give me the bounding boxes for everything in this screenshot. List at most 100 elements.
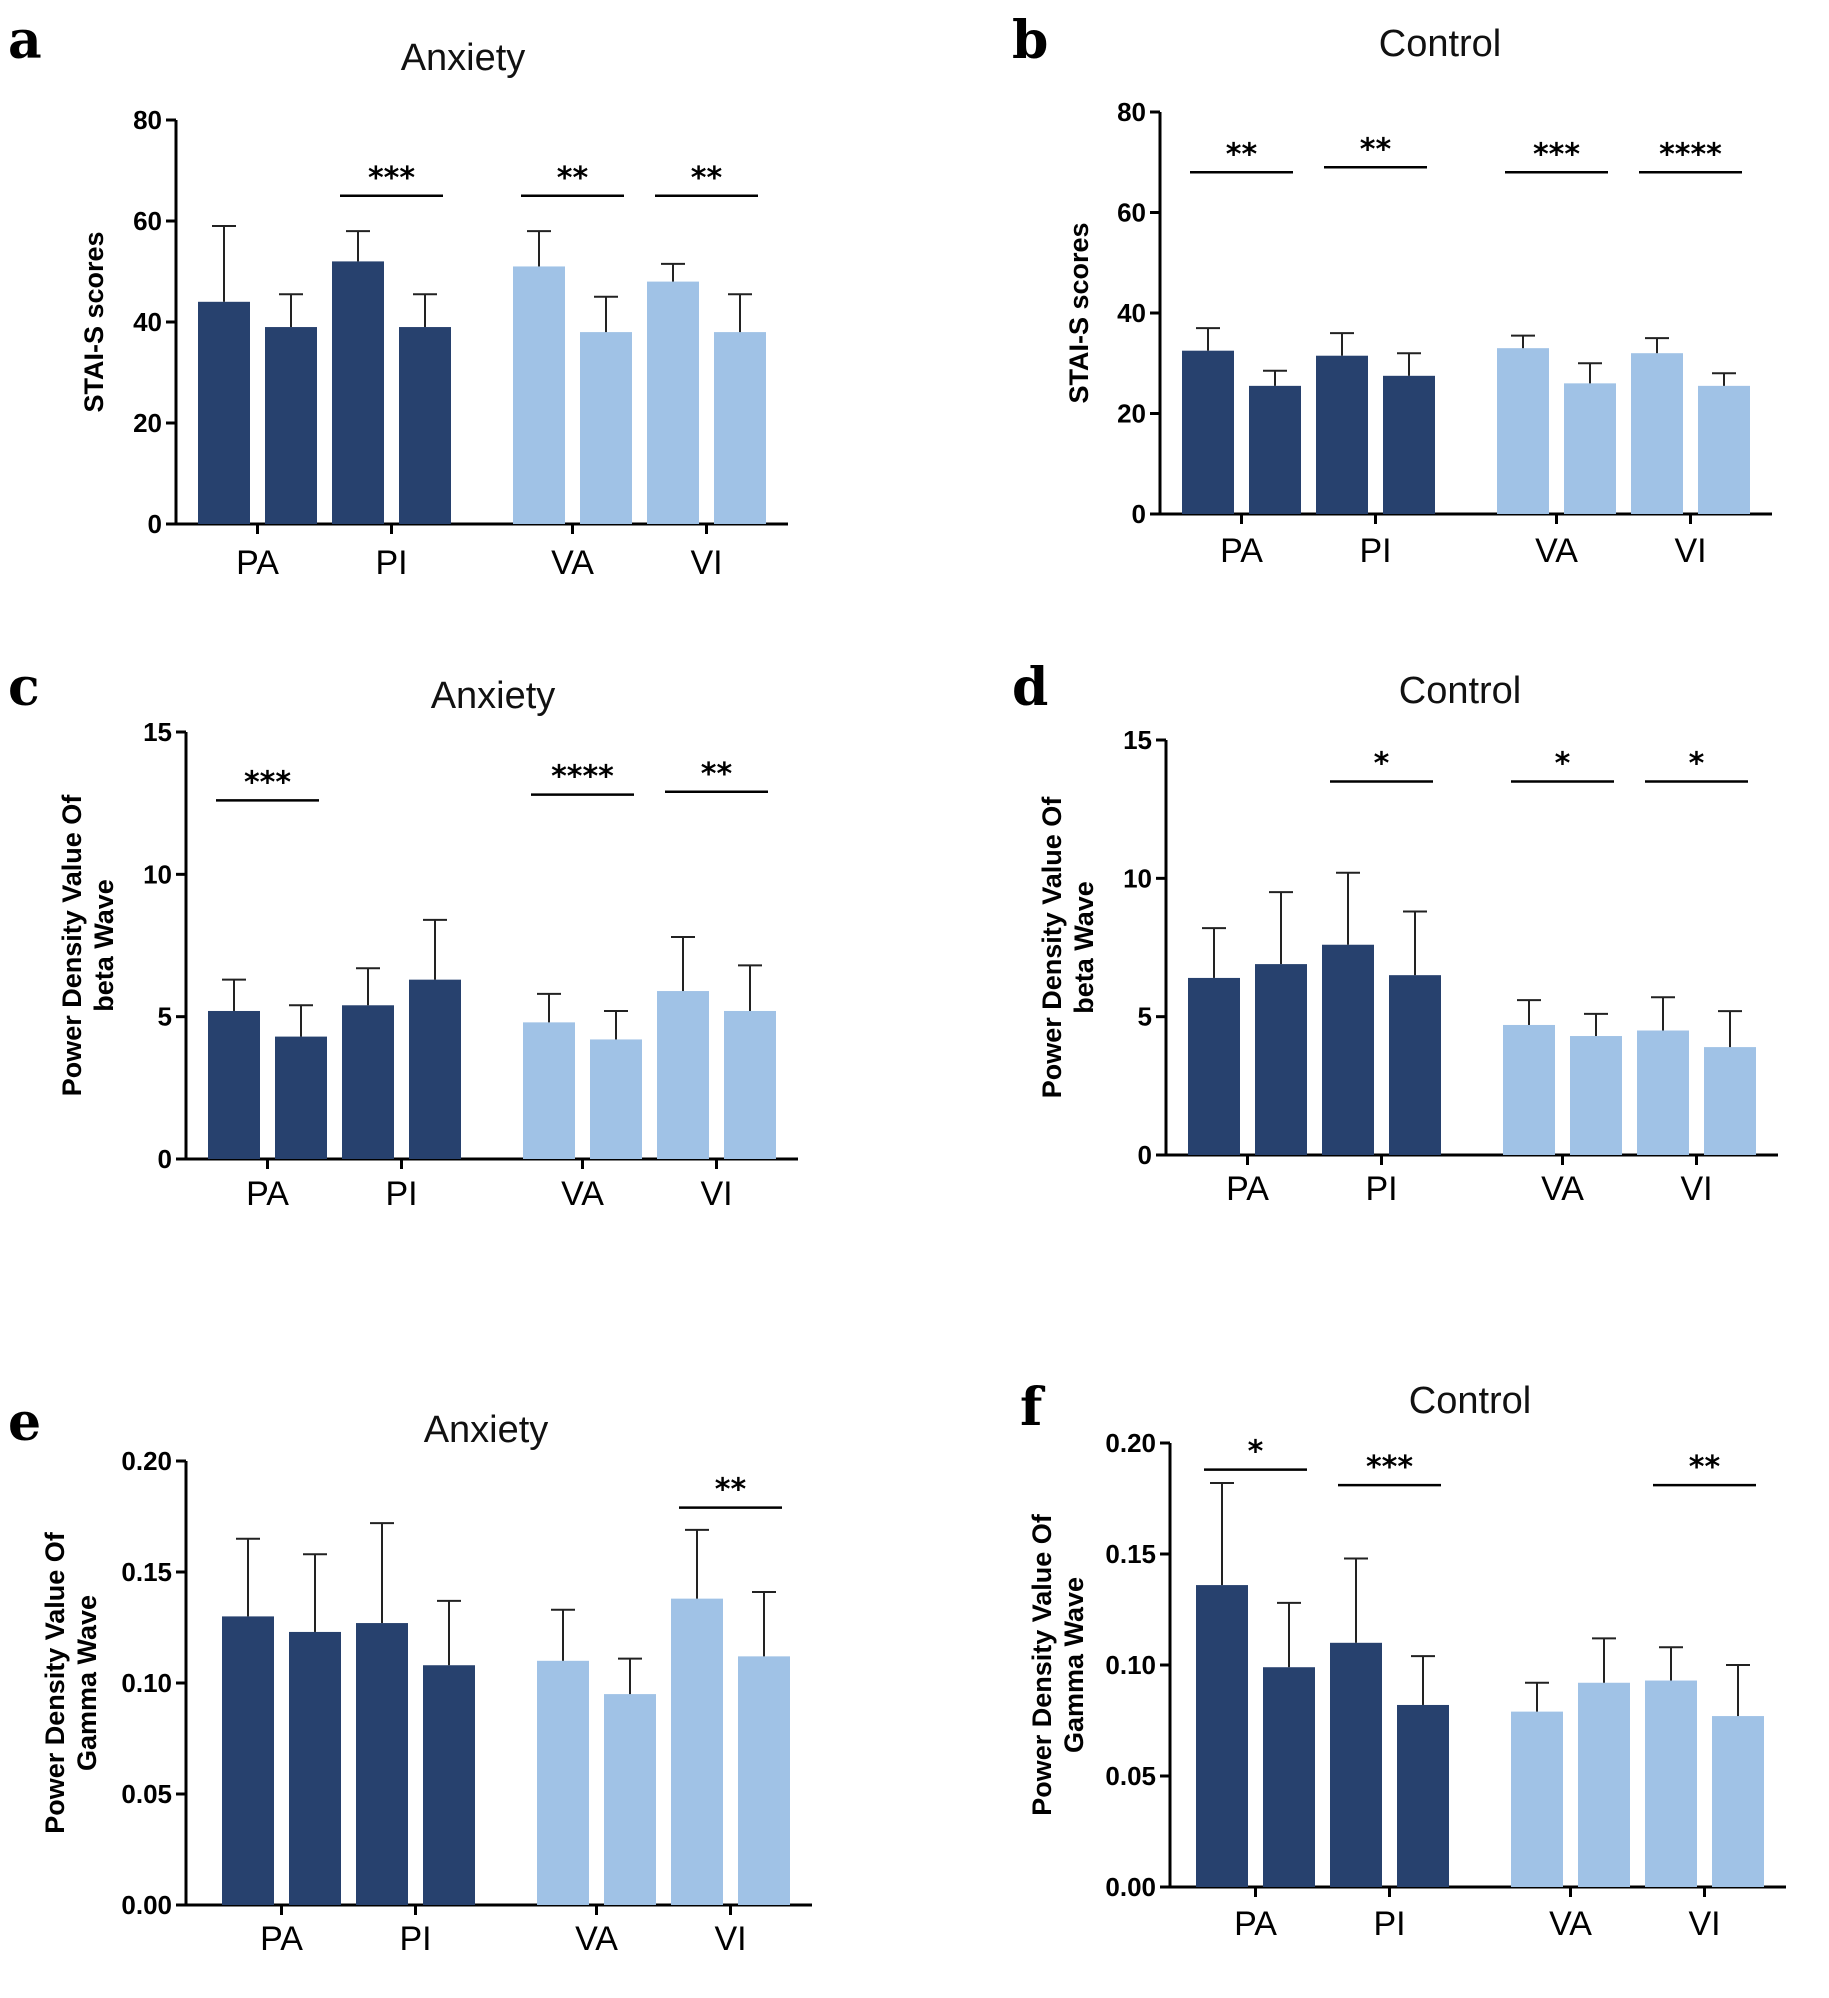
chart-title: Anxiety (431, 675, 556, 717)
bar (423, 1665, 475, 1905)
bar (1182, 350, 1234, 514)
significance-label: * (1689, 747, 1705, 782)
x-tick-label: PA (1226, 1170, 1269, 1208)
y-tick-label: 15 (143, 717, 172, 747)
bar (724, 1010, 776, 1159)
x-tick-label: VI (1674, 532, 1706, 570)
panel-letter: d (1012, 657, 1048, 718)
x-tick-label: PA (246, 1175, 289, 1213)
bar (198, 301, 250, 524)
x-tick-label: PI (1373, 1905, 1405, 1943)
significance-label: ** (1360, 132, 1392, 167)
x-tick-label: VI (1688, 1905, 1720, 1943)
bar (1188, 977, 1240, 1155)
chart-panel-e: e Anxiety Power Density Value OfGamma Wave… (8, 1392, 812, 1958)
bar (222, 1616, 274, 1905)
x-tick-label: PA (1234, 1905, 1277, 1943)
y-tick-label: 0 (158, 1144, 172, 1174)
significance-label: ** (557, 161, 589, 196)
bar (1704, 1047, 1756, 1155)
chart-panel-d: d Control Power Density Value Ofbeta Wave 0… (1012, 657, 1778, 1208)
panel-letter: a (8, 10, 42, 71)
y-tick-label: 10 (1123, 863, 1152, 893)
bar (590, 1039, 642, 1159)
significance-label: *** (368, 161, 415, 196)
bar (1383, 375, 1435, 514)
bar (1397, 1704, 1449, 1887)
chart-panel-a: a Anxiety STAI-S scores 0 20 40 60 80 PA PI VA VI **… (8, 10, 788, 582)
bar (537, 1660, 589, 1905)
x-tick-label: VI (714, 1920, 746, 1958)
y-tick-label: 0.05 (1105, 1761, 1156, 1791)
y-tick-label: 20 (133, 408, 162, 438)
bar (1255, 964, 1307, 1155)
y-axis-label: Power Density Value OfGamma Wave (40, 1531, 102, 1834)
bar (1316, 355, 1368, 514)
significance-label: **** (1659, 137, 1722, 172)
y-tick-label: 60 (1117, 198, 1146, 228)
bar (1631, 353, 1683, 514)
x-tick-label: PI (399, 1920, 431, 1958)
bar (1497, 348, 1549, 514)
bar (409, 979, 461, 1159)
bar (399, 327, 451, 524)
x-tick-label: PA (236, 544, 279, 582)
y-axis-label: Power Density Value Ofbeta Wave (1037, 796, 1099, 1099)
bar (738, 1656, 790, 1905)
bar (1570, 1036, 1622, 1155)
x-tick-label: VA (551, 544, 594, 582)
bar (1645, 1680, 1697, 1887)
bar (1578, 1682, 1630, 1887)
x-tick-label: PI (375, 544, 407, 582)
significance-label: **** (551, 760, 614, 795)
bar (265, 327, 317, 524)
chart-title: Control (1379, 23, 1502, 65)
panel-letter: f (1020, 1377, 1046, 1438)
y-tick-label: 0 (1132, 499, 1146, 529)
y-tick-label: 15 (1123, 725, 1152, 755)
bar (208, 1010, 260, 1159)
y-tick-label: 0.05 (121, 1779, 172, 1809)
chart-panel-c: c Anxiety Power Density Value Ofbeta Wave 0… (8, 657, 798, 1213)
bar (1322, 944, 1374, 1155)
y-tick-label: 20 (1117, 399, 1146, 429)
significance-label: ** (1226, 137, 1258, 172)
bar (523, 1022, 575, 1159)
bar (1263, 1667, 1315, 1887)
bar (356, 1623, 408, 1905)
significance-label: ** (1689, 1450, 1721, 1485)
significance-label: ** (691, 161, 723, 196)
chart-title: Anxiety (424, 1409, 549, 1451)
bar (657, 991, 709, 1159)
y-tick-label: 0 (148, 509, 162, 539)
y-tick-label: 10 (143, 859, 172, 889)
bar (1712, 1716, 1764, 1887)
chart-panel-f: f Control Power Density Value OfGamma Wave… (1020, 1377, 1786, 1943)
significance-label: *** (244, 765, 291, 800)
bar (1698, 385, 1750, 514)
bar (275, 1036, 327, 1159)
chart-title: Control (1399, 670, 1522, 712)
y-tick-label: 0.15 (121, 1557, 172, 1587)
chart-panel-b: b Control STAI-S scores 0 20 40 60 80 PA PI VA VI **… (1012, 10, 1772, 570)
bar (342, 1005, 394, 1159)
bar (1330, 1642, 1382, 1887)
x-tick-label: PA (260, 1920, 303, 1958)
y-tick-label: 0.10 (1105, 1650, 1156, 1680)
bar (604, 1694, 656, 1905)
x-tick-label: VI (1680, 1170, 1712, 1208)
y-tick-label: 5 (158, 1002, 172, 1032)
significance-label: * (1374, 747, 1390, 782)
bar (671, 1598, 723, 1905)
y-axis-label: Power Density Value Ofbeta Wave (57, 794, 119, 1097)
significance-label: ** (715, 1473, 747, 1508)
significance-label: *** (1533, 137, 1580, 172)
bar (647, 281, 699, 524)
bar (1503, 1024, 1555, 1155)
y-tick-label: 5 (1138, 1002, 1152, 1032)
y-tick-label: 40 (1117, 298, 1146, 328)
y-tick-label: 40 (133, 307, 162, 337)
bar (1196, 1585, 1248, 1887)
bar (1637, 1030, 1689, 1155)
significance-label: * (1248, 1435, 1264, 1470)
